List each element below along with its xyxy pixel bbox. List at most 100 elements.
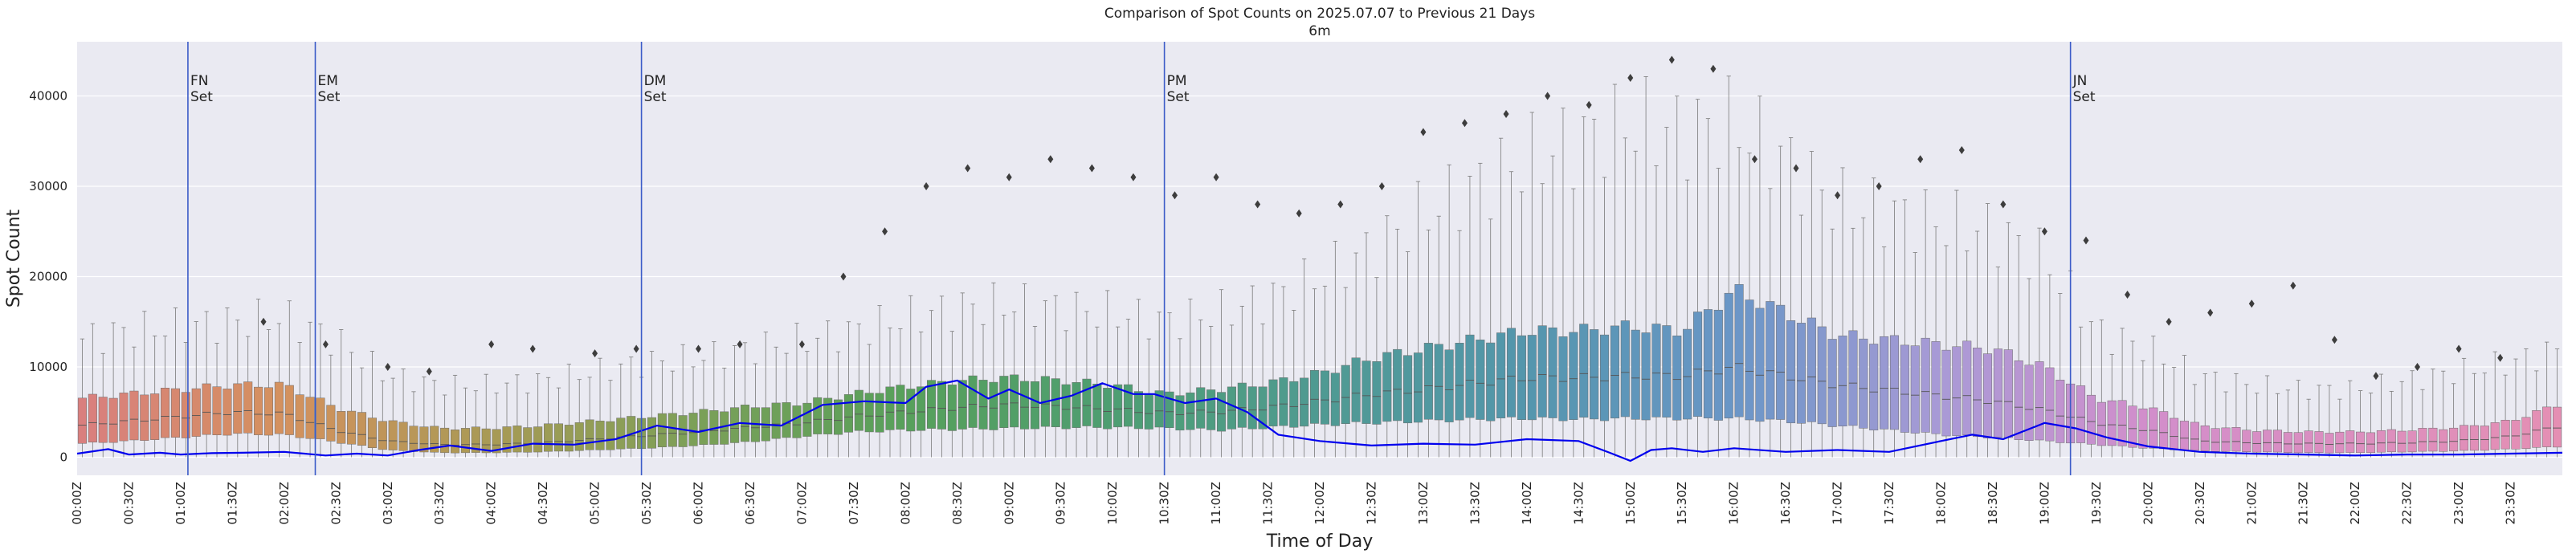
box: [502, 426, 512, 453]
outlier-point: [633, 344, 639, 353]
box: [181, 392, 190, 438]
x-tick-label: 05:30Z: [639, 482, 654, 525]
outlier-point: [923, 182, 929, 190]
box: [2045, 367, 2055, 442]
outlier-point: [1958, 146, 1965, 154]
box: [864, 393, 874, 433]
x-tick-label: 22:30Z: [2400, 482, 2415, 525]
x-tick-label: 08:30Z: [950, 482, 965, 525]
box: [1227, 386, 1236, 430]
box: [1599, 334, 1610, 422]
outlier-point: [1172, 191, 1178, 200]
y-tick-label: 40000: [29, 89, 67, 104]
box: [2314, 431, 2324, 454]
box: [2418, 428, 2427, 452]
annotation-label: Set: [190, 89, 213, 105]
box: [823, 397, 833, 434]
box: [1268, 379, 1278, 427]
y-axis-ticks: 0 10000 20000 30000 40000: [29, 89, 67, 465]
box: [1051, 378, 1060, 427]
grid-lines: [77, 95, 2562, 458]
box: [129, 390, 139, 441]
box: [647, 417, 657, 449]
x-tick-label: 07:00Z: [794, 482, 809, 525]
box: [843, 394, 853, 433]
box: [688, 413, 698, 446]
box: [1952, 346, 1962, 436]
box: [2366, 432, 2376, 454]
box: [1061, 384, 1071, 430]
box: [1993, 348, 2002, 438]
x-tick-label: 09:30Z: [1054, 482, 1068, 525]
box: [98, 397, 108, 443]
outlier-point: [2000, 200, 2007, 209]
box: [2376, 430, 2386, 453]
box: [1144, 393, 1153, 430]
outlier-point: [322, 340, 329, 348]
box: [2200, 426, 2210, 451]
box: [1486, 342, 1496, 422]
box: [595, 421, 605, 450]
box: [1341, 365, 1350, 425]
box: [1900, 344, 1909, 433]
box: [305, 397, 315, 439]
box: [1537, 325, 1547, 417]
box: [492, 429, 501, 454]
box: [1910, 345, 1920, 434]
outlier-point: [426, 367, 432, 376]
x-tick-label: 00:00Z: [70, 482, 84, 525]
box: [316, 397, 325, 439]
annotation-label: FN: [190, 73, 209, 89]
x-tick-label: 18:00Z: [1934, 482, 1949, 525]
box: [802, 402, 812, 437]
box: [1382, 352, 1392, 422]
box: [1786, 320, 1796, 424]
outlier-point: [1917, 155, 1924, 164]
box: [720, 411, 729, 445]
box: [2407, 430, 2417, 453]
box: [2117, 400, 2127, 446]
outlier-point: [1710, 64, 1717, 73]
box: [616, 417, 626, 450]
box: [1610, 325, 1619, 419]
box: [1455, 343, 1464, 421]
plot-area: [77, 42, 2562, 475]
box: [699, 409, 708, 445]
outlier-point: [2207, 308, 2214, 317]
box: [771, 402, 781, 439]
x-tick-label: 04:00Z: [484, 482, 499, 525]
box: [419, 426, 429, 453]
box: [968, 375, 978, 428]
box: [1579, 324, 1589, 418]
box: [1869, 344, 1879, 430]
box: [1806, 317, 1816, 422]
box: [140, 394, 149, 441]
box: [2500, 419, 2510, 450]
box: [678, 415, 688, 447]
box: [1020, 381, 1030, 430]
outlier-point: [2331, 336, 2337, 344]
box: [1693, 312, 1703, 417]
box: [2242, 430, 2251, 452]
outlier-point: [1835, 191, 1841, 200]
x-tick-label: 17:30Z: [1882, 482, 1896, 525]
box: [1186, 392, 1195, 430]
outlier-point: [2248, 299, 2255, 308]
today-line-layer: [76, 379, 2563, 462]
box: [1310, 369, 1320, 424]
box: [2190, 422, 2199, 451]
box: [917, 386, 926, 431]
box: [1216, 392, 1227, 432]
x-tick-label: 02:30Z: [329, 482, 343, 525]
box: [1921, 337, 1930, 433]
outlier-point: [1751, 155, 1757, 164]
box: [1175, 395, 1185, 431]
outlier-point: [2290, 281, 2296, 290]
box: [1206, 389, 1216, 430]
annotation-label: EM: [318, 73, 338, 89]
box: [284, 385, 294, 435]
x-tick-label: 20:30Z: [2193, 482, 2207, 525]
box: [1165, 391, 1174, 429]
box: [854, 389, 863, 431]
